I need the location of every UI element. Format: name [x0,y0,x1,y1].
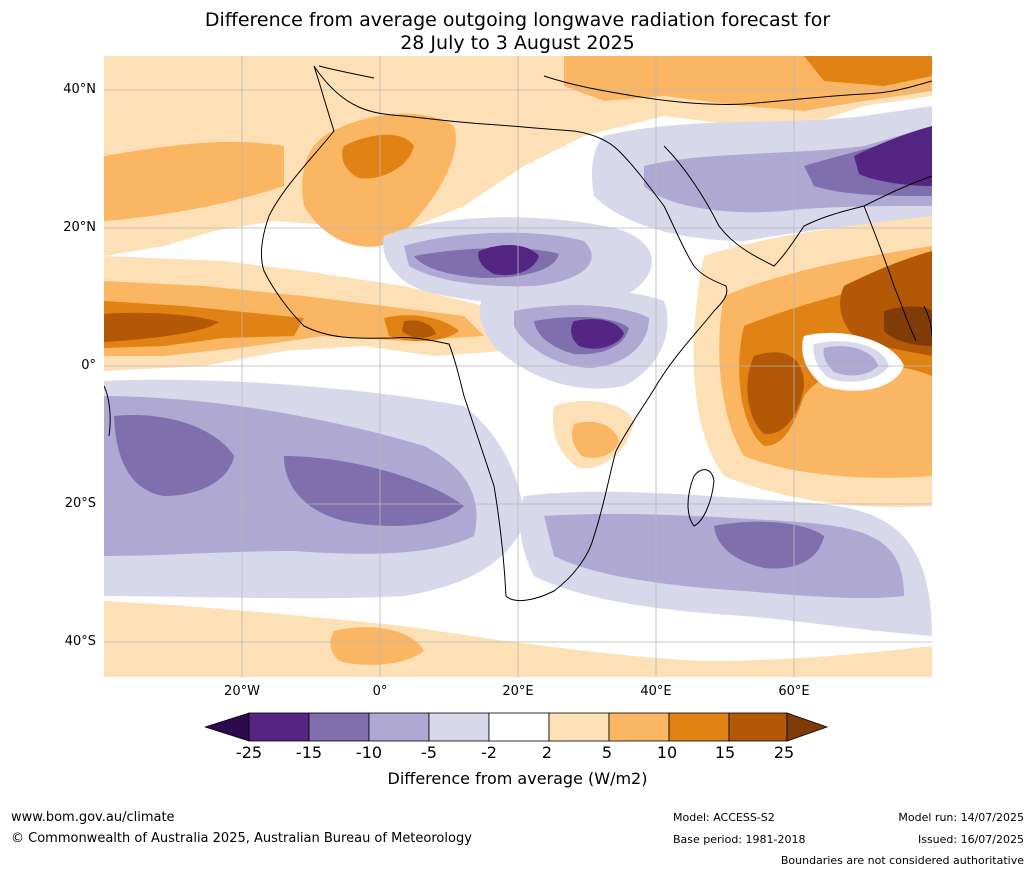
lon-label: 20°E [502,684,534,699]
lon-label: 0° [372,684,388,699]
lat-label: 20°N [63,220,96,235]
anomaly-region [804,56,932,86]
colorbar-tick: 5 [601,743,613,762]
colorbar-title: Difference from average (W/m2) [387,769,648,788]
colorbar-tick: -5 [421,743,437,762]
colorbar-segment [308,712,370,742]
colorbar-arrow-high [786,712,829,742]
lon-label: 40°E [640,684,672,699]
title-line-1: Difference from average outgoing longwav… [204,9,831,31]
anomaly-region [478,244,539,276]
colorbar-segment [248,712,310,742]
anomaly-region [302,113,456,247]
colorbar-segment [548,712,610,742]
lat-label: 0° [81,358,96,373]
anomaly-region [571,319,624,349]
lon-label: 20°W [224,684,260,699]
footer-url[interactable]: www.bom.gov.au/climate [11,810,175,825]
colorbar-tick: -15 [295,743,323,762]
colorbar-segment [428,712,490,742]
colorbar-tick: 2 [541,743,553,762]
anomaly-region [714,521,824,569]
colorbar-segment [728,712,788,742]
anomaly-region [884,306,932,346]
footer-base-period: Base period: 1981-2018 [673,833,806,846]
lat-label: 20°S [64,496,96,511]
colorbar-segment [668,712,730,742]
anomaly-region [402,320,436,338]
footer-model: Model: ACCESS-S2 [673,811,775,824]
footer-issued: Issued: 16/07/2025 [917,833,1024,846]
colorbar-segment [608,712,670,742]
footer-copyright: © Commonwealth of Australia 2025, Austra… [11,831,472,846]
map-title: Difference from average outgoing longwav… [0,9,1035,55]
colorbar [205,712,829,742]
colorbar-tick: -2 [481,743,497,762]
anomaly-region [104,601,932,677]
anomaly-region [342,134,414,179]
anomaly-region [104,312,219,342]
footer-disclaimer: Boundaries are not considered authoritat… [780,854,1024,867]
anomaly-region [104,141,284,221]
colorbar-arrow-low [205,712,250,742]
anomaly-region [823,346,878,376]
anomaly-region [747,352,804,435]
lat-label: 40°N [63,82,96,97]
colorbar-tick: 10 [656,743,678,762]
title-line-2: 28 July to 3 August 2025 [400,32,635,54]
graticule [104,56,932,677]
colorbar-tick: -10 [355,743,383,762]
colorbar-segment [368,712,430,742]
coastlines [104,65,932,602]
anomaly-region [330,627,424,665]
colorbar-tick: 15 [714,743,736,762]
anomaly-region [854,126,932,186]
olr-anomaly-map [104,56,932,677]
anomaly-region [284,456,464,526]
lat-label: 40°S [64,634,96,649]
colorbar-tick: 25 [773,743,795,762]
anomaly-region [114,415,234,496]
anomaly-region [572,421,619,458]
colorbar-tick: -25 [235,743,263,762]
lon-label: 60°E [778,684,810,699]
colorbar-segment [488,712,550,742]
footer-model-run: Model run: 14/07/2025 [898,811,1024,824]
